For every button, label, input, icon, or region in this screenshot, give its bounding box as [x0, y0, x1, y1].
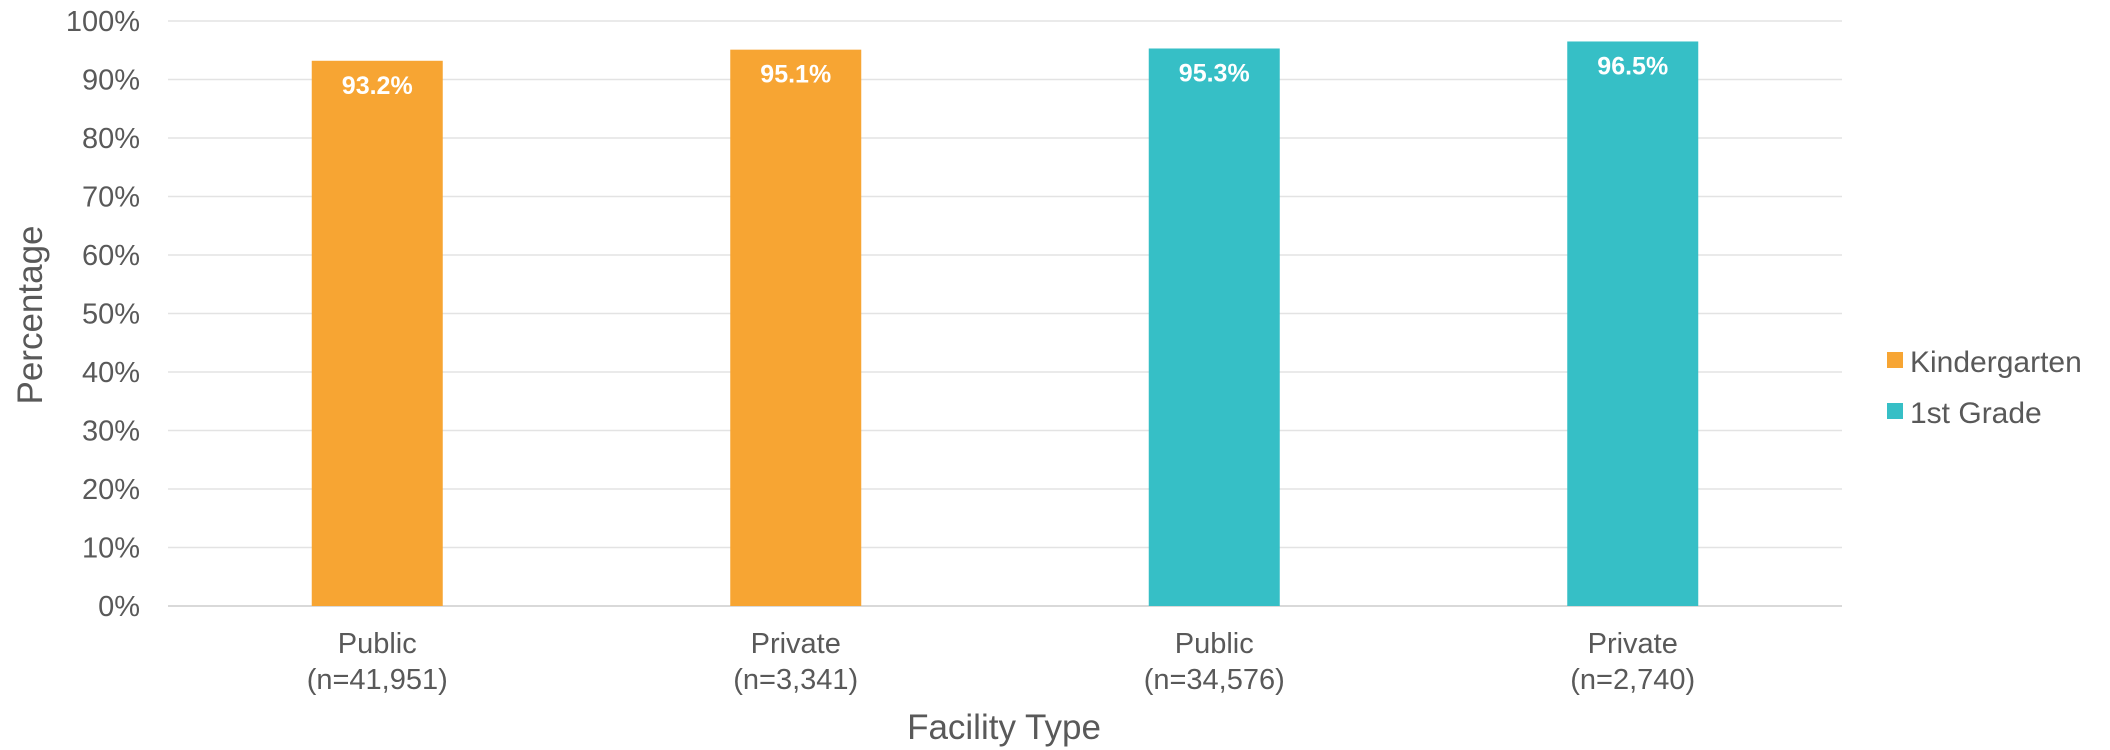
y-tick-label: 100% — [66, 6, 140, 38]
y-tick-label: 90% — [82, 65, 140, 97]
legend-swatch — [1887, 403, 1903, 419]
x-category-sublabel: (n=3,341) — [733, 664, 858, 696]
bar — [730, 49, 862, 607]
bar-value-label: 93.2% — [342, 72, 413, 100]
bar-value-label: 95.1% — [760, 61, 831, 89]
gridlines — [168, 20, 1842, 607]
y-axis-tick-labels: 0% 10% 20% 30% 40% 50% 60% 70% 80% 90% 100% — [66, 6, 140, 623]
y-tick-label: 40% — [82, 357, 140, 389]
legend-swatch — [1887, 352, 1903, 368]
legend-label: Kindergarten — [1910, 346, 2082, 379]
y-tick-label: 20% — [82, 474, 140, 506]
x-category-sublabel: (n=41,951) — [307, 664, 448, 696]
legend: Kindergarten 1st Grade — [1887, 346, 2082, 430]
x-axis-category-labels: Public (n=41,951) Private (n=3,341) Public (n… — [307, 628, 1696, 696]
y-tick-label: 30% — [82, 416, 140, 448]
y-tick-label: 50% — [82, 299, 140, 331]
x-category-sublabel: (n=34,576) — [1144, 664, 1285, 696]
y-tick-label: 80% — [82, 123, 140, 155]
y-tick-label: 60% — [82, 240, 140, 272]
y-tick-label: 70% — [82, 182, 140, 214]
y-tick-label: 10% — [82, 533, 140, 565]
x-category-sublabel: (n=2,740) — [1570, 664, 1695, 696]
bar — [1567, 41, 1699, 607]
bar-value-label: 96.5% — [1597, 52, 1668, 80]
bar — [1148, 48, 1280, 607]
x-category-label: Public — [338, 628, 417, 660]
data-labels: 93.2% 95.1% 95.3% 96.5% — [342, 52, 1668, 99]
bar — [311, 60, 443, 606]
legend-label: 1st Grade — [1910, 397, 2042, 430]
y-tick-label: 0% — [98, 591, 140, 623]
x-category-label: Private — [1588, 628, 1678, 660]
bar-value-label: 95.3% — [1179, 59, 1250, 87]
y-axis-title: Percentage — [11, 225, 50, 404]
x-axis-title: Facility Type — [907, 708, 1101, 747]
bars — [311, 41, 1699, 607]
x-category-label: Public — [1175, 628, 1254, 660]
x-category-label: Private — [751, 628, 841, 660]
